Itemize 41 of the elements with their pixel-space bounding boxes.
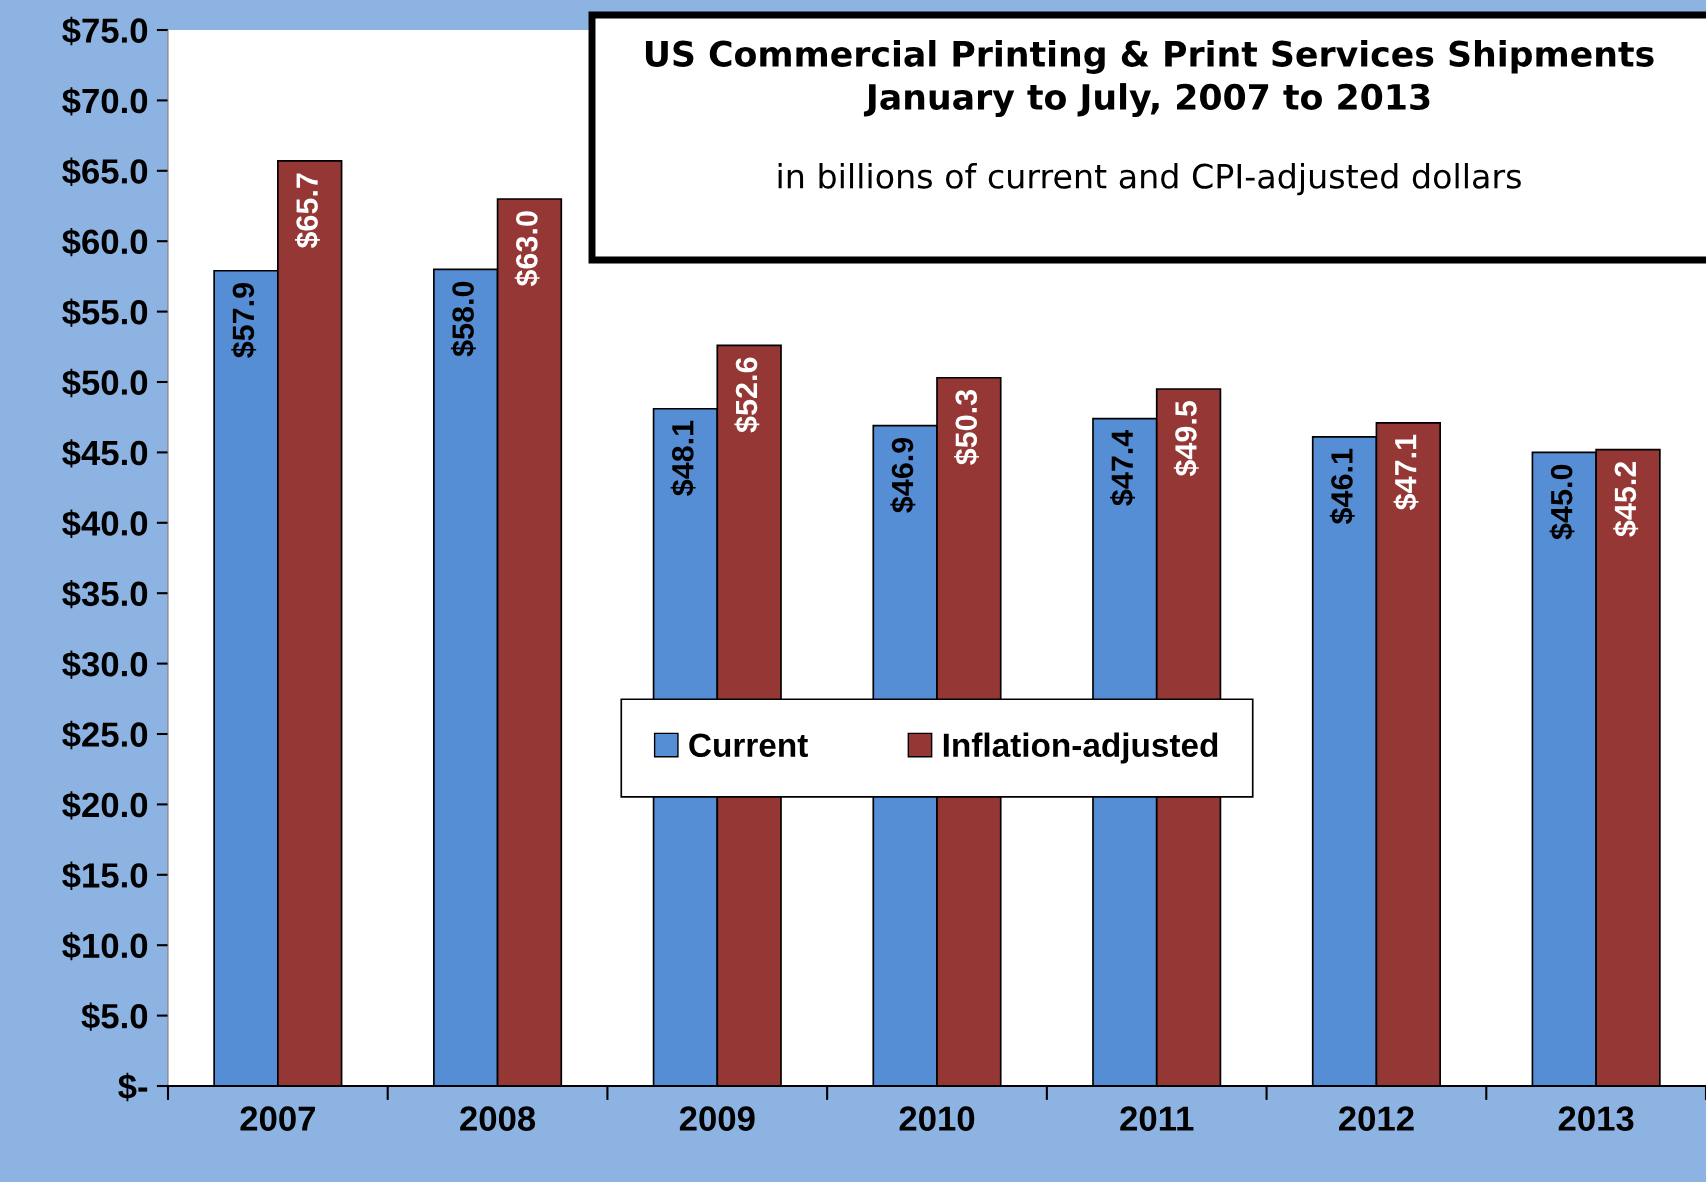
y-tick-label: $10.0 <box>62 932 148 961</box>
y-tick-label: $40.0 <box>62 509 148 538</box>
y-tick-label: $60.0 <box>62 228 148 257</box>
y-tick-label: $35.0 <box>62 580 148 609</box>
data-label: $58.0 <box>450 281 476 357</box>
y-tick-label: $20.0 <box>62 791 148 820</box>
y-tick-label: $25.0 <box>62 720 148 750</box>
y-tick-label: $45.0 <box>62 439 148 468</box>
x-tick-label: 2011 <box>1120 1106 1194 1131</box>
data-label: $63.0 <box>514 211 540 287</box>
text: in billions of current and CPI-adjusted dollars <box>778 163 1521 196</box>
y-tick-label: $- <box>118 1072 148 1102</box>
y-tick-label: $65.0 <box>62 157 148 186</box>
data-label: $57.9 <box>231 283 257 358</box>
y-tick-label: $70.0 <box>62 87 148 116</box>
x-tick-label: 2010 <box>899 1106 975 1131</box>
data-label: $46.9 <box>890 437 916 513</box>
data-label: $45.0 <box>1549 464 1575 540</box>
x-tick-label: 2007 <box>240 1106 315 1131</box>
data-label: $47.4 <box>1110 429 1136 506</box>
x-tick-label: 2009 <box>679 1106 755 1131</box>
y-tick-label: $55.0 <box>62 298 148 327</box>
data-label: $49.5 <box>1173 400 1199 477</box>
y-tick-label: $5.0 <box>81 1002 148 1031</box>
y-tick-label: $30.0 <box>62 650 148 679</box>
y-tick-label: $15.0 <box>62 861 148 890</box>
legend-label: Current <box>689 733 808 758</box>
text: US Commercial Printing & Print Services Shipments January to July, 2007 to 2013 <box>645 40 1654 117</box>
data-label: $48.1 <box>670 420 696 496</box>
y-tick-label: $75.0 <box>62 16 148 46</box>
data-label: $50.3 <box>954 389 980 465</box>
legend-label: Inflation-adjusted <box>943 732 1218 764</box>
data-label: $47.1 <box>1393 434 1419 510</box>
data-label: $46.1 <box>1329 448 1355 525</box>
data-label: $45.2 <box>1613 461 1639 537</box>
data-label: $52.6 <box>734 357 760 433</box>
x-tick-label: 2008 <box>460 1106 536 1131</box>
x-tick-label: 2013 <box>1558 1106 1634 1131</box>
x-tick-label: 2012 <box>1339 1106 1414 1131</box>
y-tick-label: $50.0 <box>62 368 148 398</box>
data-label: $65.7 <box>294 173 320 249</box>
